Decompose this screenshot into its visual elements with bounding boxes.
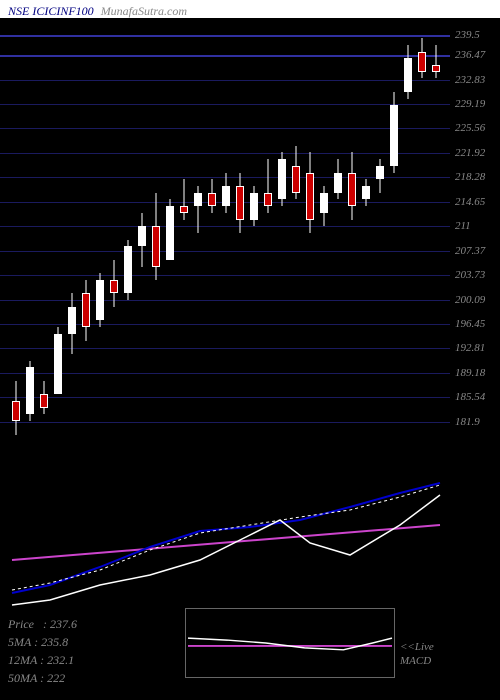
inset-lines — [186, 609, 394, 677]
price-info-panel: Price : 237.6 5MA : 235.8 12MA : 232.1 5… — [8, 615, 77, 687]
macd-inset — [185, 608, 395, 678]
source-label: MunafaSutra.com — [101, 4, 187, 18]
y-axis-label: 218.28 — [455, 171, 485, 183]
y-axis-label: 185.54 — [455, 391, 485, 403]
y-axis-label: 192.81 — [455, 342, 485, 354]
y-axis-label: 225.56 — [455, 122, 485, 134]
y-axis-label: 196.45 — [455, 318, 485, 330]
exchange-label: NSE — [8, 4, 29, 18]
price-row: Price : 237.6 — [8, 615, 77, 633]
macd-panel — [0, 455, 500, 615]
y-axis-label: 214.65 — [455, 196, 485, 208]
y-axis-label: 229.19 — [455, 98, 485, 110]
y-axis-label: 211 — [455, 220, 471, 232]
ma50-row: 50MA : 222 — [8, 669, 77, 687]
candlestick-chart: 239.5236.47232.83229.19225.56221.92218.2… — [0, 18, 450, 448]
y-axis-label: 181.9 — [455, 416, 480, 428]
live-macd-label: <<Live MACD — [400, 640, 434, 669]
y-axis-label: 232.83 — [455, 74, 485, 86]
y-axis-label: 221.92 — [455, 147, 485, 159]
y-axis-label: 189.18 — [455, 367, 485, 379]
ticker-symbol: ICICINF100 — [32, 4, 93, 18]
y-axis-label: 203.73 — [455, 269, 485, 281]
ma5-row: 5MA : 235.8 — [8, 633, 77, 651]
chart-header: NSE ICICINF100 MunafaSutra.com — [8, 4, 187, 19]
y-axis-label: 207.37 — [455, 245, 485, 257]
macd-lines — [0, 455, 450, 615]
y-axis-label: 236.47 — [455, 49, 485, 61]
ma12-row: 12MA : 232.1 — [8, 651, 77, 669]
y-axis-label: 239.5 — [455, 29, 480, 41]
y-axis-label: 200.09 — [455, 294, 485, 306]
